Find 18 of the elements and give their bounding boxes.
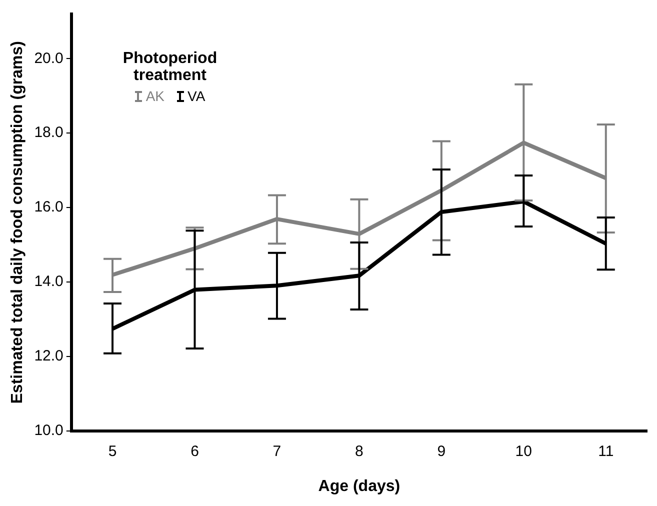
y-tick-label: 12.0 [34,348,64,365]
y-tick-label: 16.0 [34,198,64,216]
x-tick-label: 7 [272,442,282,460]
y-axis-title: Estimated total daily food consumption (grams) [9,41,26,404]
y-tick-label: 20.0 [34,50,64,67]
y-tick-label: 18.0 [34,124,64,142]
x-tick-label: 10 [515,442,532,460]
x-tick-label: 8 [355,442,364,460]
x-tick-label: 6 [190,442,199,460]
x-tick-label: 5 [108,442,117,460]
x-tick-label: 9 [437,442,446,460]
legend-label: AK [146,88,165,104]
x-axis-title: Age (days) [318,478,400,495]
legend-label: VA [188,88,206,104]
y-tick-label: 10.0 [34,422,64,439]
legend-title: Photoperiod treatment [122,50,218,84]
y-tick-label: 14.0 [34,273,64,290]
x-tick-label: 11 [598,442,614,460]
